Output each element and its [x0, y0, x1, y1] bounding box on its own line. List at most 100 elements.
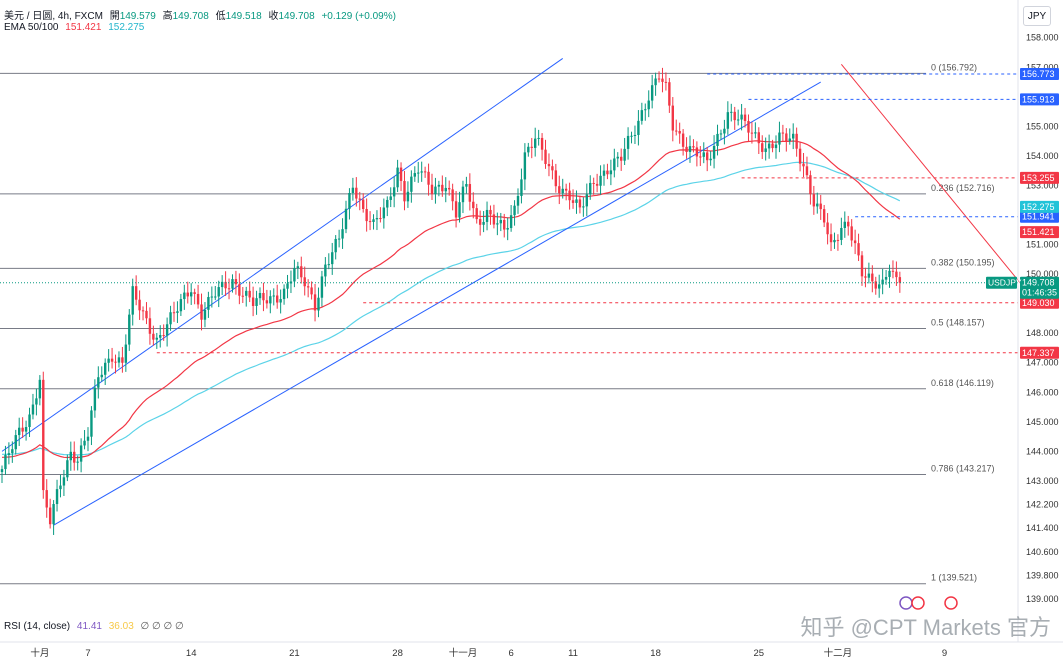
candle-body — [42, 379, 45, 491]
candle-body — [840, 227, 843, 240]
candle-body — [864, 276, 867, 278]
candle-body — [871, 273, 874, 282]
candle-body — [217, 287, 220, 297]
candle-body — [736, 119, 740, 121]
candle — [300, 256, 303, 284]
symbol-header: 美元 / 日圆, 4h, FXCM 開149.579 高149.708 低149… — [4, 7, 400, 22]
candle — [564, 183, 568, 201]
candle — [413, 166, 416, 182]
candle — [606, 163, 609, 180]
candle — [186, 281, 189, 304]
candle-body — [602, 170, 606, 176]
candle-body — [668, 82, 671, 106]
y-tick-label: 148.000 — [1026, 328, 1059, 338]
candle-body — [888, 270, 891, 277]
candle — [888, 264, 891, 288]
candle-body — [368, 221, 372, 223]
candle — [853, 229, 857, 255]
candle-body — [134, 286, 138, 300]
candle — [516, 188, 520, 214]
high-value: 149.708 — [172, 11, 209, 22]
candle-body — [392, 187, 396, 197]
candle — [320, 270, 324, 307]
candle-body — [234, 279, 238, 285]
candle — [509, 205, 513, 232]
candle — [747, 114, 750, 142]
candle — [781, 124, 785, 142]
candle-body — [104, 362, 107, 375]
candle — [774, 135, 778, 159]
candle — [743, 107, 747, 128]
rsi-legend[interactable]: RSI (14, close) 41.41 36.03 ∅ ∅ ∅ ∅ — [4, 621, 188, 632]
candle — [496, 212, 499, 236]
candle-body — [792, 133, 795, 139]
candle — [358, 191, 361, 211]
candle-body — [76, 461, 79, 463]
candle-body — [21, 427, 24, 432]
currency-button[interactable]: JPY — [1023, 6, 1051, 26]
candle-body — [898, 277, 902, 283]
axis-level-2-text: 153.255 — [1022, 173, 1055, 183]
candle-body — [767, 143, 771, 149]
candle-body — [403, 180, 406, 202]
candle — [822, 204, 826, 228]
candle — [836, 234, 840, 251]
candle-body — [568, 190, 571, 201]
candle — [196, 284, 200, 309]
axis-price-0-text: 152.275 — [1022, 202, 1055, 212]
y-tick-label: 150.000 — [1026, 269, 1059, 279]
ema-label: EMA 50/100 — [4, 22, 59, 33]
candle — [55, 479, 59, 512]
candle — [52, 500, 55, 535]
candle — [695, 141, 699, 167]
candle-body — [881, 279, 884, 285]
candle-body — [286, 283, 289, 289]
candle-body — [623, 148, 626, 161]
candle-body — [310, 287, 313, 295]
axis-level-5-box — [1020, 346, 1059, 359]
rsi-value2: 36.03 — [108, 621, 134, 632]
candle-body — [121, 357, 124, 363]
candle-body — [289, 281, 293, 284]
candle — [448, 180, 451, 196]
candle — [582, 197, 585, 217]
candle — [454, 190, 458, 228]
candle-body — [860, 255, 864, 277]
candle — [878, 274, 881, 298]
candle-body — [196, 293, 200, 305]
candle-body — [362, 199, 365, 209]
candle-body — [726, 112, 730, 129]
candle-body — [0, 469, 4, 473]
candle-body — [179, 299, 183, 312]
candle — [530, 137, 533, 159]
candle-body — [437, 184, 441, 187]
candle-body — [454, 201, 458, 218]
candle-body — [558, 186, 561, 194]
candle — [110, 347, 114, 369]
candle-body — [537, 137, 540, 139]
candle — [66, 454, 69, 482]
candle — [895, 261, 898, 286]
candle — [207, 291, 210, 318]
open-label: 開 — [109, 11, 120, 22]
candle — [444, 177, 447, 203]
x-tick-label: 28 — [392, 648, 403, 659]
candle-body — [802, 163, 805, 167]
symbol-line: 美元 / 日圆, 4h, FXCM — [4, 11, 103, 22]
candle — [675, 119, 678, 136]
candle-body — [816, 203, 819, 207]
candle-body — [836, 239, 840, 241]
candle-body — [417, 172, 420, 174]
fib-label-2: 0.382 (150.195) — [931, 257, 995, 267]
axis-level-1-text: 155.913 — [1022, 94, 1055, 104]
candles — [0, 67, 902, 535]
candle-body — [743, 114, 747, 121]
ema-legend[interactable]: EMA 50/100 151.421 152.275 — [4, 22, 148, 33]
candle — [348, 188, 351, 220]
candle-body — [334, 238, 337, 253]
candle — [726, 101, 730, 135]
candle-body — [730, 111, 733, 113]
candle-body — [503, 219, 506, 230]
y-tick-label: 157.000 — [1026, 62, 1059, 72]
